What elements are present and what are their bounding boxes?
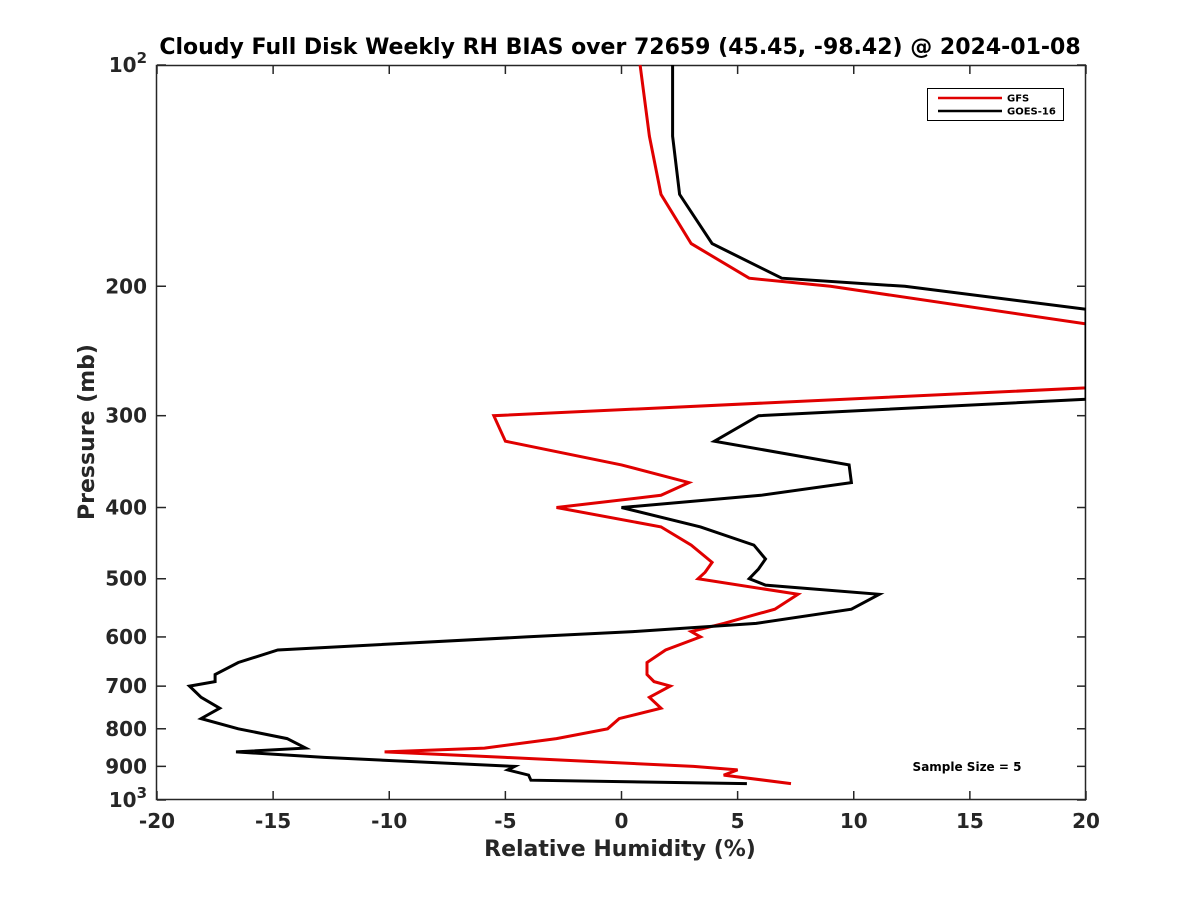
legend-label: GOES-16 — [1007, 107, 1056, 118]
x-tick-label: -15 — [255, 809, 291, 833]
plot-area-frame — [155, 64, 1087, 801]
y-tick-label: 300 — [105, 404, 147, 428]
x-tick-label: 5 — [731, 809, 745, 833]
x-tick-label: 0 — [615, 809, 629, 833]
legend-label: GFS — [1007, 94, 1029, 105]
y-tick-label: 200 — [105, 274, 147, 298]
x-axis-label: Relative Humidity (%) — [484, 837, 756, 862]
x-tick-label: -20 — [139, 809, 175, 833]
legend: GFS GOES-16 — [927, 88, 1064, 121]
y-axis: 102 200 300 400 500 600 700 800 900 103 — [105, 49, 1086, 812]
y-tick-label: 600 — [105, 625, 147, 649]
x-tick-label: 10 — [840, 809, 868, 833]
y-tick-label: 700 — [105, 674, 147, 698]
y-tick-label: 800 — [105, 717, 147, 741]
series-lines — [186, 65, 1086, 786]
y-axis-label: Pressure (mb) — [75, 344, 100, 520]
x-tick-label: 15 — [956, 809, 984, 833]
x-tick-label: 20 — [1072, 809, 1100, 833]
y-tick-label: 400 — [105, 496, 147, 520]
y-tick-label: 103 — [109, 784, 147, 812]
chart-title: Cloudy Full Disk Weekly RH BIAS over 726… — [159, 35, 1080, 60]
series-line-gfs — [384, 65, 1086, 786]
x-tick-label: -10 — [371, 809, 407, 833]
legend-box — [927, 88, 1064, 121]
x-axis: -20 -15 -10 -5 0 5 10 15 20 — [139, 65, 1100, 833]
y-tick-label: 900 — [105, 754, 147, 778]
sample-size-annotation: Sample Size = 5 — [913, 760, 1022, 774]
series-line-goes-16 — [186, 65, 1086, 786]
x-tick-label: -5 — [494, 809, 516, 833]
y-tick-label: 500 — [105, 567, 147, 591]
y-tick-label: 102 — [109, 49, 147, 77]
